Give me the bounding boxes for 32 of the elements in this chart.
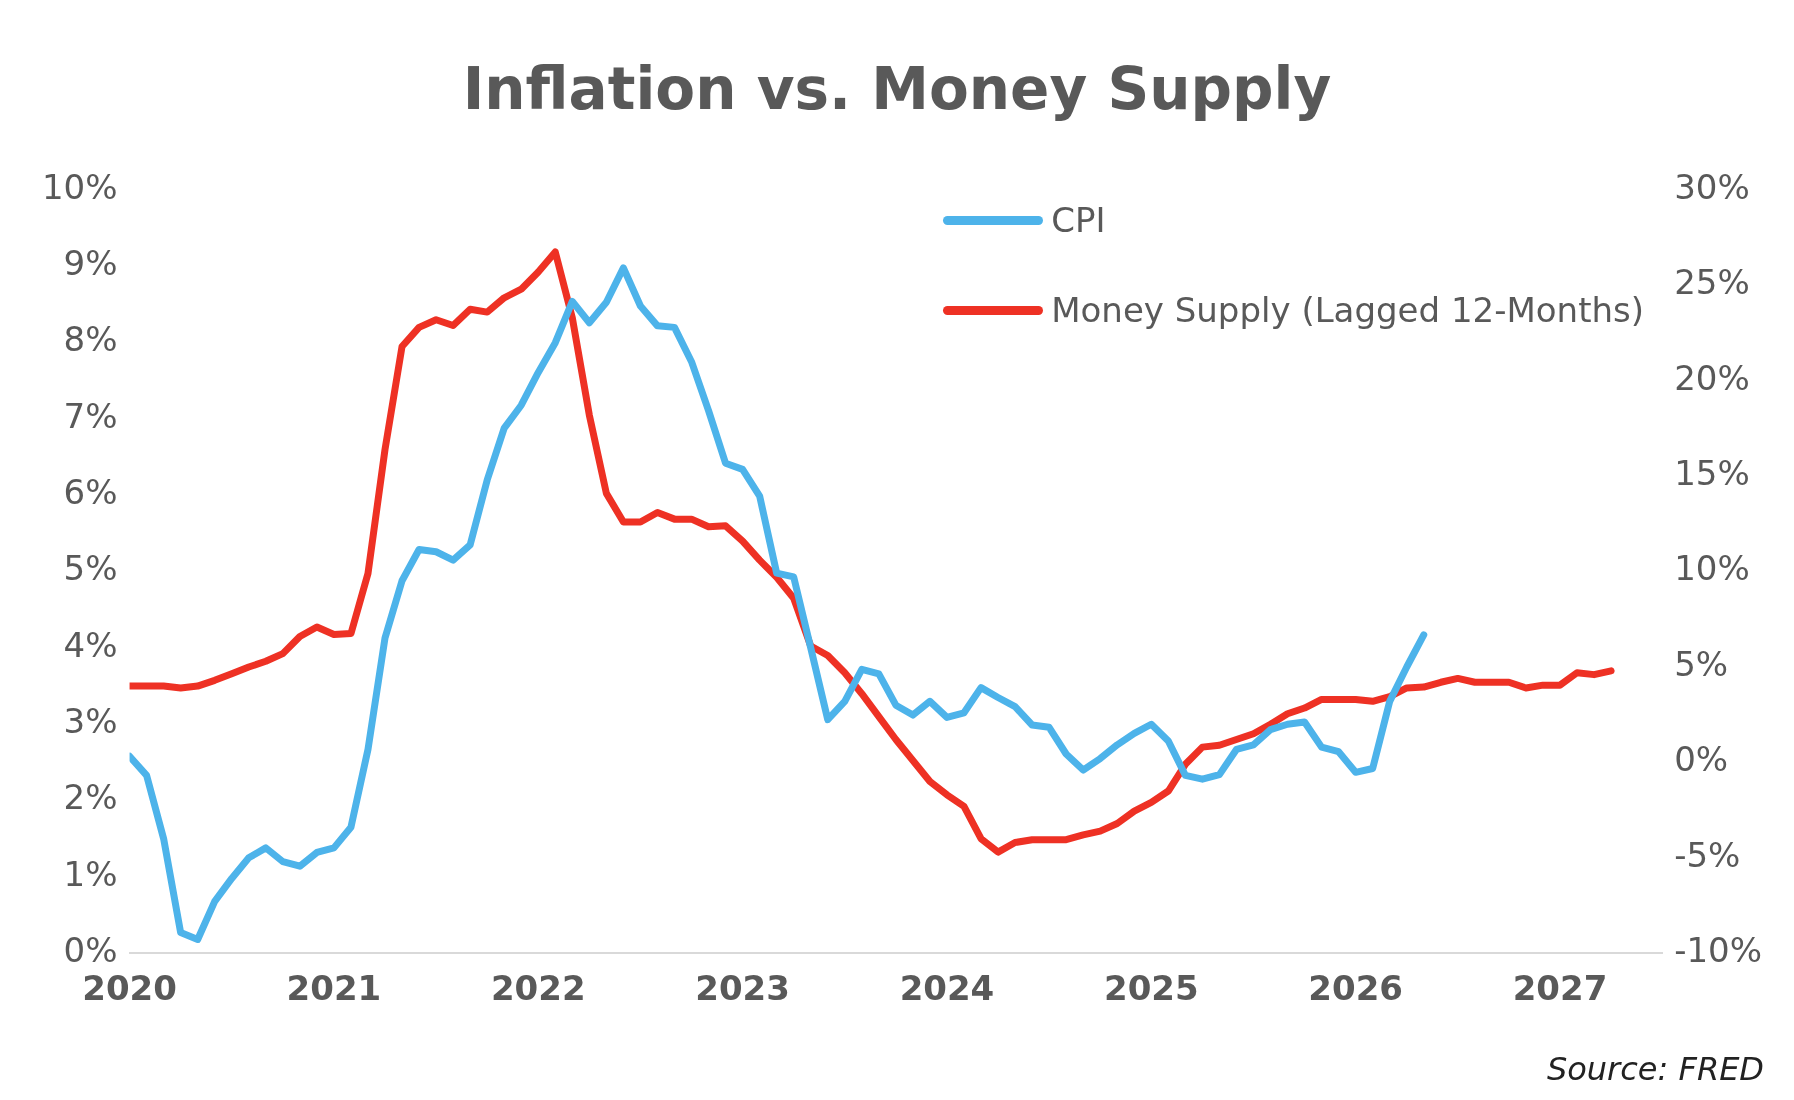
y2-tick-label: -10% <box>1674 930 1762 971</box>
legend-label: CPI <box>1051 200 1106 240</box>
x-tick-label: 2020 <box>82 968 177 1009</box>
y2-tick-label: -5% <box>1674 834 1741 875</box>
y2-tick-label: 0% <box>1674 739 1729 780</box>
y-tick-label: 2% <box>63 777 118 818</box>
y-tick-label: 5% <box>63 548 118 589</box>
y-tick-label: 10% <box>41 166 118 207</box>
x-tick-label: 2023 <box>695 968 790 1009</box>
y-tick-label: 8% <box>63 319 118 360</box>
x-tick-label: 2024 <box>899 968 995 1009</box>
y2-tick-label: 30% <box>1674 166 1750 207</box>
x-tick-label: 2021 <box>286 968 382 1009</box>
y-tick-label: 3% <box>63 701 118 742</box>
y-tick-label: 1% <box>63 853 118 894</box>
chart-title: Inflation vs. Money Supply <box>461 55 1333 123</box>
y2-tick-label: 25% <box>1674 262 1750 303</box>
y-tick-label: 6% <box>63 472 118 513</box>
y2-tick-label: 5% <box>1674 643 1729 684</box>
y-tick-label: 7% <box>63 395 118 436</box>
y2-tick-label: 10% <box>1674 548 1750 589</box>
y2-tick-label: 20% <box>1674 357 1750 398</box>
x-tick-label: 2027 <box>1512 968 1608 1009</box>
x-tick-label: 2022 <box>490 968 586 1009</box>
source-note: Source: FRED <box>1546 1050 1764 1088</box>
legend-label: Money Supply (Lagged 12-Months) <box>1051 290 1644 330</box>
y-tick-label: 0% <box>63 930 118 971</box>
x-tick-label: 2026 <box>1308 968 1403 1009</box>
x-tick-label: 2025 <box>1103 968 1199 1009</box>
y-tick-label: 9% <box>63 243 118 284</box>
y2-tick-label: 15% <box>1674 453 1750 494</box>
y-tick-label: 4% <box>63 624 118 665</box>
